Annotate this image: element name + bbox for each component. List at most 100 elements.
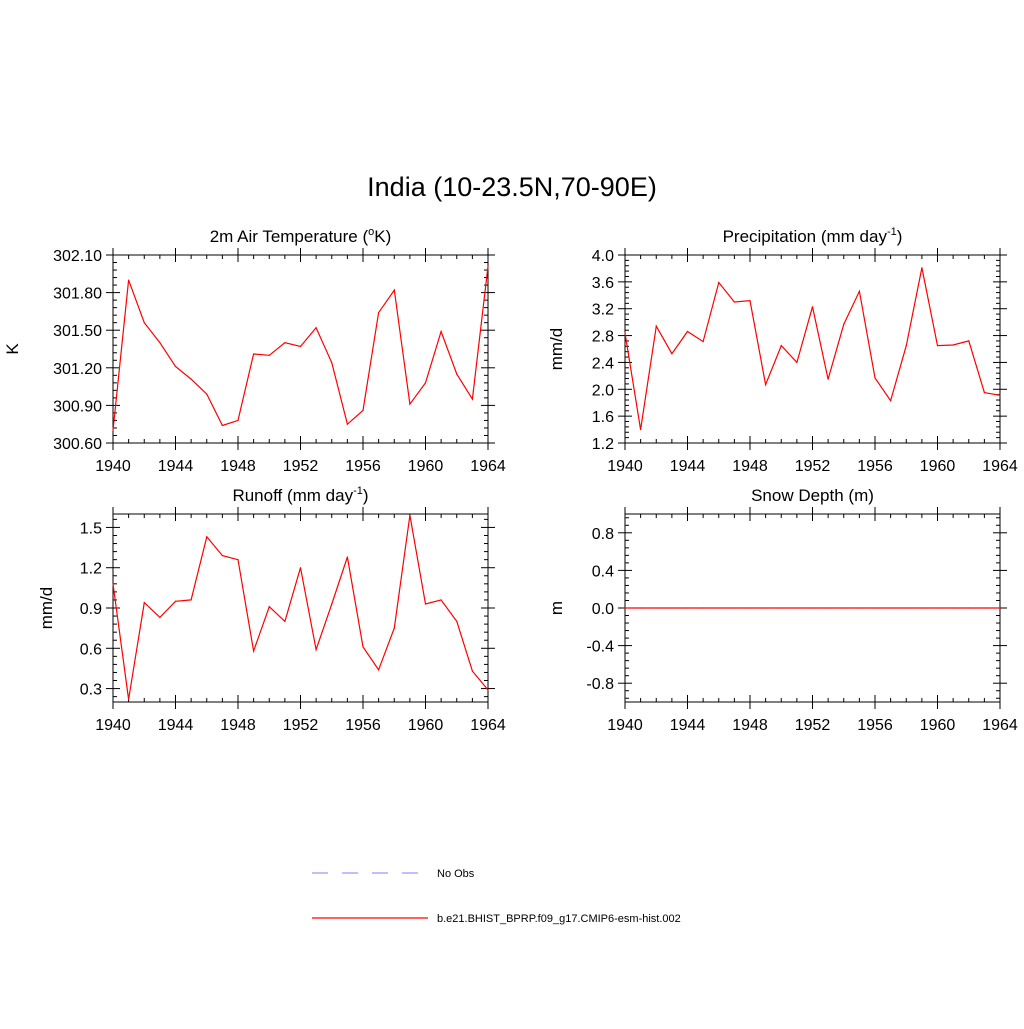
y-tick-label: 301.80	[53, 286, 102, 303]
x-tick-label: 1964	[982, 717, 1018, 734]
data-point	[378, 669, 380, 671]
y-tick-label: -0.4	[586, 639, 614, 656]
data-point	[378, 312, 380, 314]
data-point	[190, 599, 192, 601]
data-point	[905, 345, 907, 347]
data-point	[718, 607, 720, 609]
y-tick-label: 1.6	[592, 409, 614, 426]
data-point	[983, 607, 985, 609]
data-point	[299, 567, 302, 569]
data-point	[268, 354, 270, 356]
panel-title: Runoff (mm day-1)	[232, 485, 368, 505]
data-point	[409, 403, 411, 405]
data-point	[983, 392, 985, 394]
y-tick-label: 2.0	[592, 382, 614, 399]
data-point	[315, 649, 317, 651]
data-point	[811, 306, 814, 308]
x-tick-label: 1944	[670, 458, 706, 475]
y-tick-label: 0.3	[80, 682, 102, 699]
plot-frame	[624, 254, 1001, 444]
data-point	[440, 599, 442, 601]
data-point	[796, 607, 798, 609]
data-point	[128, 698, 130, 700]
panel-2: 1940 1944 1948 1952 1956 1960 1964 1.2 1.6 2.0 2.4…	[547, 226, 1018, 475]
legend: No Obs b.e21.BHIST_BPRP.f09_g17.CMIP6-esm…	[312, 868, 681, 925]
x-tick-label: 1940	[95, 717, 131, 734]
data-point	[331, 603, 333, 605]
data-point	[890, 400, 892, 402]
x-tick-label: 1956	[345, 717, 381, 734]
x-tick-label: 1948	[732, 717, 768, 734]
data-point	[346, 556, 348, 558]
data-point	[686, 607, 689, 609]
x-tick-label: 1948	[220, 458, 256, 475]
data-point	[253, 650, 255, 652]
data-point	[206, 393, 208, 395]
x-tick-label: 1960	[920, 458, 956, 475]
data-point	[159, 342, 161, 344]
data-point	[424, 382, 427, 384]
x-tick-label: 1944	[158, 717, 194, 734]
data-point	[128, 279, 130, 281]
panel-title: 2m Air Temperature (oK)	[210, 226, 392, 246]
y-tick-label: 0.6	[80, 641, 102, 658]
data-point	[780, 345, 782, 347]
data-point	[143, 602, 145, 604]
data-point	[936, 607, 939, 609]
x-tick-label: 1960	[408, 717, 444, 734]
data-point	[393, 627, 395, 629]
x-tick-label: 1956	[857, 717, 893, 734]
data-point	[702, 607, 704, 609]
data-point	[624, 607, 626, 609]
x-tick-label: 1940	[95, 458, 131, 475]
y-axis-label: K	[3, 343, 22, 355]
data-point	[827, 607, 829, 609]
data-point	[409, 514, 411, 516]
data-point	[284, 342, 286, 344]
data-point	[999, 394, 1001, 396]
x-tick-label: 1952	[283, 458, 319, 475]
legend-label: No Obs	[437, 868, 475, 880]
plot-frame	[112, 254, 489, 444]
data-point	[362, 409, 364, 412]
y-tick-label: 0.0	[592, 601, 614, 618]
data-point	[393, 289, 395, 291]
panel-4: 1940 1944 1948 1952 1956 1960 1964 -0.8 -0.4 0.0 0…	[547, 486, 1018, 734]
x-tick-label: 1964	[982, 458, 1018, 475]
data-point	[299, 345, 302, 348]
data-point	[874, 607, 876, 609]
data-point	[749, 607, 751, 609]
x-tick-label: 1948	[220, 717, 256, 734]
x-tick-label: 1964	[470, 717, 506, 734]
data-point	[331, 362, 333, 364]
data-point	[671, 607, 673, 609]
panel-1: 1940 1944 1948 1952 1956 1960 1964 300.60 300.90…	[3, 226, 506, 475]
data-point	[999, 607, 1001, 609]
y-tick-label: 2.4	[592, 355, 614, 372]
data-point	[733, 301, 735, 303]
y-axis-label: m	[547, 601, 566, 615]
data-point	[921, 267, 923, 269]
data-point	[921, 607, 923, 609]
series-line	[112, 266, 489, 431]
data-point	[624, 332, 626, 334]
x-tick-label: 1964	[470, 458, 506, 475]
x-tick-label: 1956	[857, 458, 893, 475]
y-tick-label: -0.8	[586, 676, 614, 693]
data-point	[190, 378, 192, 380]
y-tick-label: 3.2	[592, 302, 614, 319]
data-point	[487, 265, 489, 267]
x-tick-label: 1944	[670, 717, 706, 734]
data-point	[640, 607, 642, 609]
figure-title: India (10-23.5N,70-90E)	[367, 172, 657, 202]
x-tick-label: 1940	[607, 458, 643, 475]
data-point	[890, 607, 892, 609]
y-tick-label: 301.20	[53, 361, 102, 378]
legend-entry: No Obs	[312, 868, 475, 880]
y-tick-label: 0.4	[592, 563, 614, 580]
data-point	[253, 353, 255, 355]
data-point	[471, 398, 473, 400]
series-line	[112, 515, 489, 700]
x-tick-label: 1960	[408, 458, 444, 475]
